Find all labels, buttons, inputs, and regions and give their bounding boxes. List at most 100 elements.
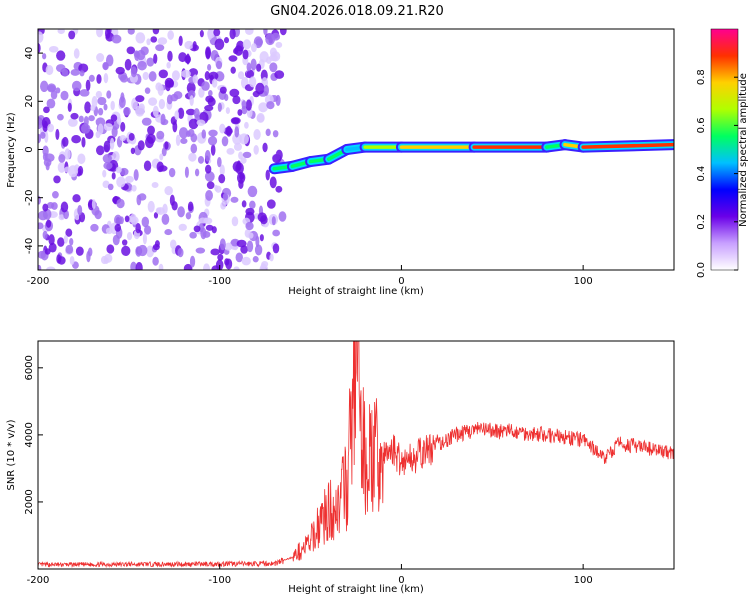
noise-blob (144, 225, 152, 235)
noise-blob (266, 199, 276, 209)
noise-blob (246, 69, 254, 79)
noise-blob (116, 198, 125, 209)
noise-blob (210, 248, 220, 256)
noise-blob (245, 29, 254, 36)
noise-blob (152, 243, 160, 251)
noise-blob (135, 95, 145, 103)
noise-blob (70, 69, 80, 76)
noise-blob (207, 64, 212, 71)
noise-blob (106, 244, 115, 254)
noise-blob (170, 239, 177, 250)
noise-blob (198, 217, 209, 224)
noise-blob (177, 206, 185, 218)
noise-blob (215, 259, 224, 270)
noise-blob (178, 52, 187, 63)
noise-blob (96, 53, 105, 63)
noise-blob (158, 69, 169, 79)
noise-blob (238, 151, 244, 160)
noise-blob (272, 153, 282, 164)
noise-blob (226, 147, 235, 155)
noise-blob (39, 131, 46, 139)
noise-blob (46, 98, 56, 109)
noise-blob (256, 112, 265, 123)
noise-blob (275, 94, 281, 106)
noise-blob (245, 99, 252, 111)
noise-blob (38, 31, 44, 43)
noise-blob (91, 95, 98, 108)
noise-blob (254, 244, 263, 256)
noise-blob (232, 161, 242, 172)
noise-blob (168, 167, 176, 178)
noise-blob (164, 141, 169, 150)
noise-blob (148, 71, 157, 82)
noise-blob (47, 123, 55, 133)
noise-blob (84, 101, 91, 114)
noise-blob (102, 180, 110, 189)
noise-blob (225, 107, 231, 114)
noise-blob (67, 102, 72, 113)
noise-blob (204, 71, 210, 81)
noise-blob (164, 186, 173, 196)
noise-blob (65, 228, 73, 237)
noise-blob (204, 171, 215, 182)
noise-blob (73, 48, 80, 59)
noise-blob (79, 70, 85, 77)
heatmap-x-tick-label: -100 (208, 276, 231, 287)
noise-blob (208, 71, 219, 81)
noise-blob (159, 153, 164, 161)
noise-blob (87, 247, 93, 257)
noise-blob (48, 234, 55, 246)
colorbar-frame (710, 28, 739, 271)
noise-blob (187, 128, 195, 137)
noise-blob (152, 105, 159, 118)
noise-blob (129, 213, 137, 223)
noise-blob (55, 128, 60, 140)
noise-blob (230, 66, 236, 74)
noise-blob (103, 257, 109, 265)
noise-blob (214, 184, 219, 192)
noise-blob (45, 65, 54, 76)
noise-blob (217, 157, 222, 168)
heatmap-y-tick-label: -40 (24, 238, 35, 254)
noise-blob (214, 38, 225, 51)
noise-blob (83, 115, 89, 127)
noise-blob (177, 107, 185, 119)
noise-blob (165, 79, 171, 92)
noise-blob (58, 214, 65, 221)
noise-blob (199, 30, 204, 38)
noise-blob (88, 74, 95, 82)
noise-blob (145, 136, 154, 149)
noise-blob (190, 143, 198, 154)
noise-blob (115, 66, 125, 75)
noise-blob (205, 46, 212, 59)
noise-blob (42, 230, 48, 240)
snr-y-tick-label: 6000 (24, 355, 35, 380)
noise-blob (148, 97, 158, 106)
noise-blob (125, 175, 134, 183)
noise-blob (38, 222, 44, 230)
noise-blob (142, 232, 147, 245)
noise-blob (65, 244, 74, 254)
noise-blob (105, 54, 114, 67)
snr-y-label: SNR (10 * v/v) (6, 419, 17, 490)
noise-blob (156, 161, 164, 173)
noise-blob (253, 128, 261, 140)
noise-blob (181, 69, 191, 78)
noise-blob (56, 254, 62, 264)
noise-blob (64, 148, 71, 160)
noise-blob (43, 106, 50, 114)
noise-blob (167, 30, 174, 40)
noise-blob (109, 137, 115, 150)
noise-blob (147, 200, 155, 213)
noise-blob (245, 221, 254, 231)
noise-blob (205, 190, 213, 201)
noise-blob (249, 76, 257, 88)
noise-blob (223, 127, 233, 135)
noise-blob (258, 102, 268, 113)
noise-blob (268, 54, 278, 62)
noise-blob (253, 145, 259, 155)
noise-blob (135, 246, 142, 257)
noise-blob (130, 147, 136, 155)
